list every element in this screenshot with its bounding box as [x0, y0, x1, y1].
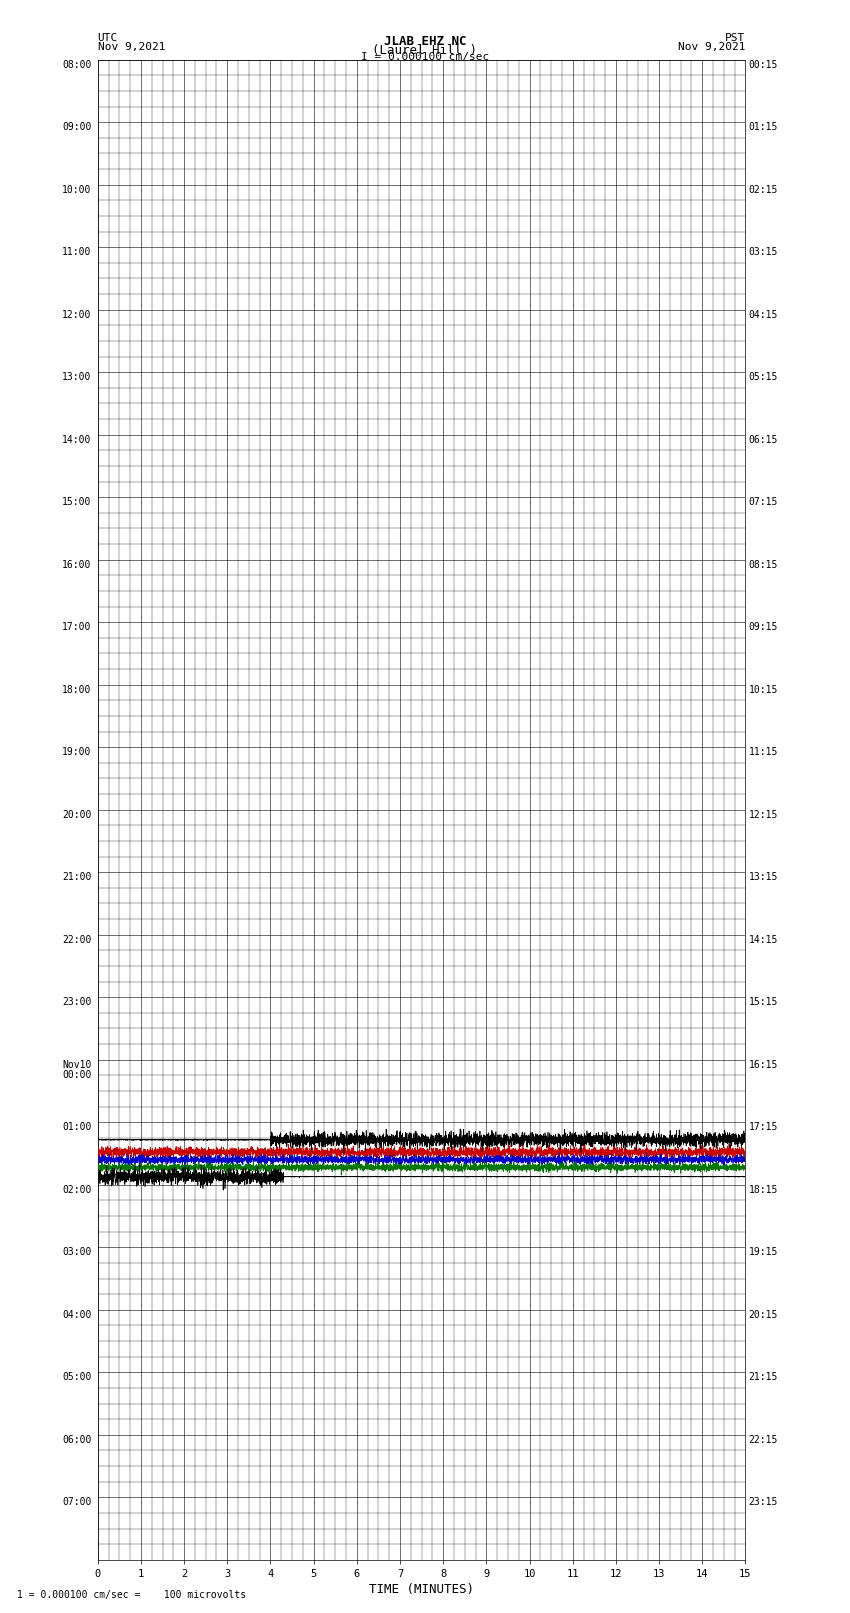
Text: 03:00: 03:00 — [62, 1247, 91, 1257]
Text: UTC: UTC — [98, 32, 118, 44]
Text: 09:15: 09:15 — [749, 623, 778, 632]
Text: 10:15: 10:15 — [749, 684, 778, 695]
Text: 12:15: 12:15 — [749, 810, 778, 819]
Text: Nov 9,2021: Nov 9,2021 — [678, 42, 745, 52]
Text: 09:00: 09:00 — [62, 123, 91, 132]
Text: 13:15: 13:15 — [749, 873, 778, 882]
Text: 17:15: 17:15 — [749, 1123, 778, 1132]
Text: 11:00: 11:00 — [62, 247, 91, 256]
Text: 08:15: 08:15 — [749, 560, 778, 569]
Text: 12:00: 12:00 — [62, 310, 91, 319]
Text: 08:00: 08:00 — [62, 60, 91, 69]
Text: 06:00: 06:00 — [62, 1436, 91, 1445]
Text: 11:15: 11:15 — [749, 747, 778, 756]
Text: Nov 9,2021: Nov 9,2021 — [98, 42, 165, 52]
Text: 00:15: 00:15 — [749, 60, 778, 69]
Text: 01:00: 01:00 — [62, 1123, 91, 1132]
Text: 16:15: 16:15 — [749, 1060, 778, 1069]
Text: 21:15: 21:15 — [749, 1373, 778, 1382]
Text: 18:15: 18:15 — [749, 1184, 778, 1195]
Text: 19:00: 19:00 — [62, 747, 91, 756]
Text: 15:15: 15:15 — [749, 997, 778, 1007]
Text: 20:15: 20:15 — [749, 1310, 778, 1319]
Text: 14:00: 14:00 — [62, 436, 91, 445]
Text: 10:00: 10:00 — [62, 185, 91, 195]
Text: 22:00: 22:00 — [62, 936, 91, 945]
Text: 19:15: 19:15 — [749, 1247, 778, 1257]
Text: 23:00: 23:00 — [62, 997, 91, 1007]
Text: 21:00: 21:00 — [62, 873, 91, 882]
Text: Nov10
00:00: Nov10 00:00 — [62, 1060, 91, 1079]
Text: 18:00: 18:00 — [62, 684, 91, 695]
Text: 04:15: 04:15 — [749, 310, 778, 319]
Text: (Laurel Hill ): (Laurel Hill ) — [372, 44, 478, 56]
Text: 01:15: 01:15 — [749, 123, 778, 132]
Text: 23:15: 23:15 — [749, 1497, 778, 1507]
Text: 05:15: 05:15 — [749, 373, 778, 382]
Text: 07:15: 07:15 — [749, 497, 778, 506]
Text: 22:15: 22:15 — [749, 1436, 778, 1445]
Text: PST: PST — [725, 32, 745, 44]
Text: 06:15: 06:15 — [749, 436, 778, 445]
Text: 07:00: 07:00 — [62, 1497, 91, 1507]
Text: 17:00: 17:00 — [62, 623, 91, 632]
Text: 15:00: 15:00 — [62, 497, 91, 506]
Text: 02:00: 02:00 — [62, 1184, 91, 1195]
Text: 1 = 0.000100 cm/sec =    100 microvolts: 1 = 0.000100 cm/sec = 100 microvolts — [17, 1590, 246, 1600]
Text: 16:00: 16:00 — [62, 560, 91, 569]
Text: 13:00: 13:00 — [62, 373, 91, 382]
Text: 05:00: 05:00 — [62, 1373, 91, 1382]
Text: 20:00: 20:00 — [62, 810, 91, 819]
Text: 03:15: 03:15 — [749, 247, 778, 256]
Text: JLAB EHZ NC: JLAB EHZ NC — [383, 35, 467, 48]
Text: 14:15: 14:15 — [749, 936, 778, 945]
Text: I = 0.000100 cm/sec: I = 0.000100 cm/sec — [361, 52, 489, 63]
Text: 04:00: 04:00 — [62, 1310, 91, 1319]
X-axis label: TIME (MINUTES): TIME (MINUTES) — [369, 1582, 474, 1595]
Text: 02:15: 02:15 — [749, 185, 778, 195]
